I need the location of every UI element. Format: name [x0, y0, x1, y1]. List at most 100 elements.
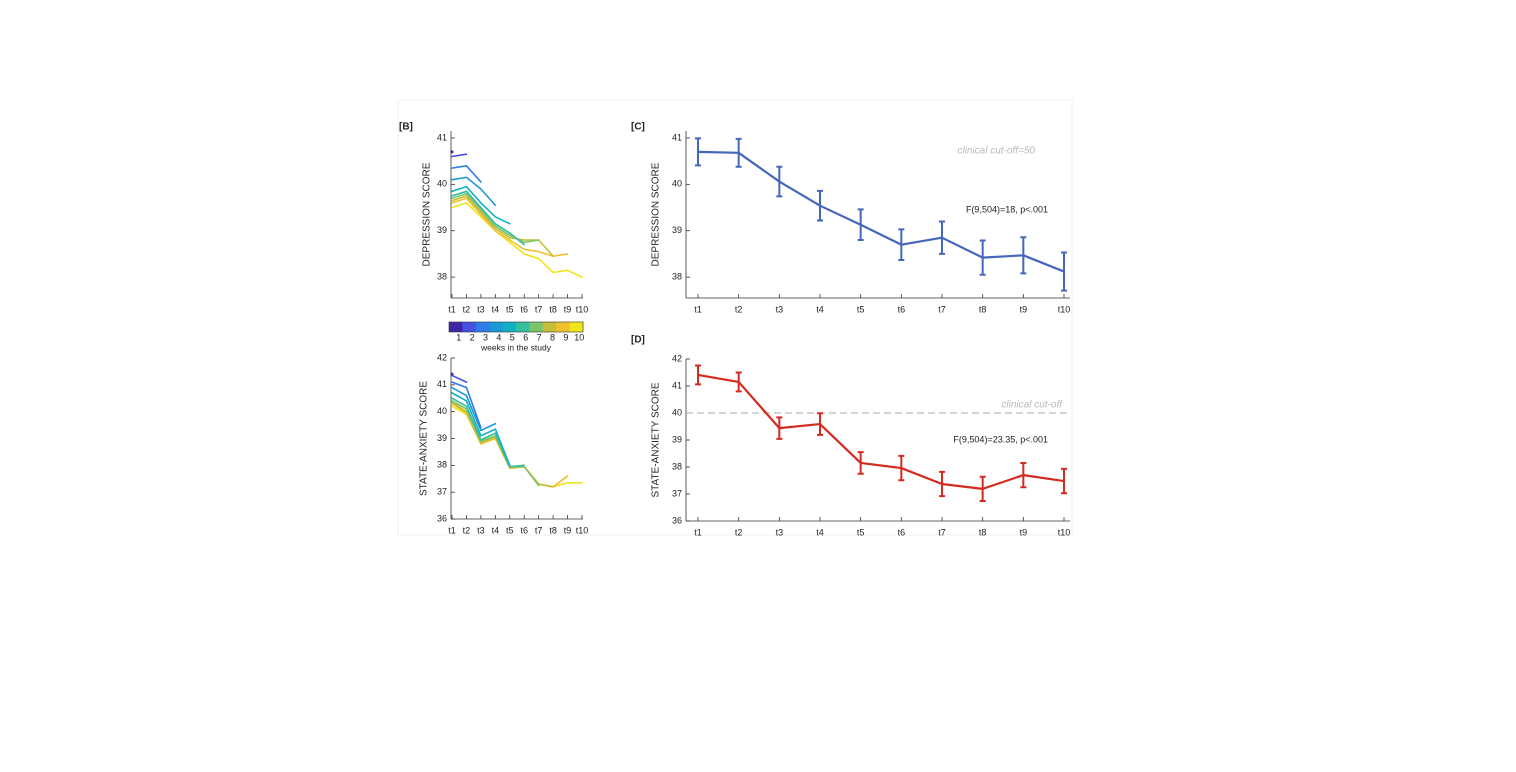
colorbar-frame [448, 321, 584, 333]
error-bar [817, 189, 823, 222]
error-bar [939, 220, 945, 255]
error-bar [817, 412, 823, 436]
error-bar [1020, 461, 1027, 489]
error-bar [939, 470, 945, 498]
colorbar-tick-label: 2 [470, 332, 475, 342]
x-tick-label: t4 [492, 525, 500, 535]
colorbar-swatch [542, 322, 557, 332]
x-tick-label: t6 [520, 304, 528, 314]
y-tick-label: 41 [437, 132, 447, 142]
series-line [451, 386, 497, 432]
error-bar [979, 239, 986, 276]
y-tick-label: 39 [672, 225, 682, 235]
colorbar-swatch [516, 322, 530, 332]
y-tick-label: 41 [672, 380, 682, 390]
x-tick-label: t2 [463, 304, 471, 314]
series-line [451, 400, 540, 487]
series-line [451, 192, 540, 244]
colorbar-tick-label: 5 [510, 332, 515, 342]
error-bar [898, 454, 905, 482]
series-line [451, 381, 482, 429]
series-line [697, 373, 1065, 490]
series-line [451, 374, 468, 383]
y-tick-label: 41 [672, 132, 682, 142]
y-tick-label: 40 [437, 179, 447, 189]
y-tick-label: 36 [672, 515, 682, 525]
x-tick-label: t3 [776, 304, 784, 314]
colorbar-tick-label: 1 [456, 332, 461, 342]
y-axis-label: STATE-ANXIETY SCORE [419, 381, 430, 496]
error-bar [735, 137, 742, 168]
y-tick-label: 39 [672, 434, 682, 444]
error-bar [1061, 251, 1067, 292]
y-axis-label: DEPRESSION SCORE [651, 162, 662, 266]
x-tick-label: t3 [776, 527, 784, 537]
x-tick-label: t5 [506, 525, 514, 535]
x-tick-label: t10 [576, 304, 589, 314]
colorbar-swatch [569, 322, 584, 332]
cutoff-label: clinical cut-off=50 [957, 146, 1035, 157]
error-bar [695, 137, 701, 167]
x-tick-label: t10 [576, 525, 589, 535]
error-bar [776, 165, 783, 198]
series-line [451, 153, 468, 158]
error-bar [857, 208, 864, 242]
x-tick-label: t2 [463, 525, 471, 535]
x-tick-label: t10 [1058, 304, 1071, 314]
error-bar [735, 371, 742, 393]
x-tick-label: t1 [694, 527, 702, 537]
colorbar-tick-label: 6 [523, 332, 528, 342]
x-tick-label: t3 [477, 525, 485, 535]
x-tick-label: t6 [898, 527, 906, 537]
colorbar-label: weeks in the study [480, 342, 552, 352]
colorbar-tick-label: 10 [574, 332, 584, 342]
x-tick-label: t1 [448, 525, 456, 535]
colorbar-tick-label: 9 [563, 332, 568, 342]
series-line [451, 164, 482, 183]
y-tick-label: 38 [437, 272, 447, 282]
x-tick-label: t4 [816, 527, 824, 537]
y-axis-label: DEPRESSION SCORE [422, 162, 433, 266]
x-tick-label: t6 [520, 525, 528, 535]
x-tick-label: t5 [857, 527, 865, 537]
x-tick-label: t1 [448, 304, 456, 314]
colorbar-swatch [529, 322, 544, 332]
colorbar-swatch [462, 322, 477, 332]
error-bar [695, 364, 701, 386]
x-tick-label: t6 [898, 304, 906, 314]
panel-label: [C] [631, 122, 645, 133]
error-bar [898, 228, 905, 261]
y-tick-label: 38 [672, 272, 682, 282]
error-bar [857, 451, 864, 475]
stat-label: F(9,504)=18, p<.001 [966, 204, 1048, 214]
colorbar-tick-label: 7 [537, 332, 542, 342]
colorbar-swatch [475, 322, 490, 332]
series-line [451, 401, 554, 488]
series-line [451, 195, 554, 258]
x-tick-label: t4 [492, 304, 500, 314]
y-tick-label: 37 [437, 487, 447, 497]
y-tick-label: 40 [437, 406, 447, 416]
x-tick-label: t8 [549, 304, 557, 314]
figure-border [397, 99, 1073, 536]
x-tick-label: t2 [735, 304, 743, 314]
x-tick-label: t7 [535, 525, 543, 535]
colorbar-swatch [556, 322, 571, 332]
x-tick-label: t9 [1020, 304, 1028, 314]
x-tick-label: t1 [694, 304, 702, 314]
x-tick-label: t4 [816, 304, 824, 314]
y-tick-label: 42 [437, 352, 447, 362]
y-tick-label: 40 [672, 407, 682, 417]
y-tick-label: 39 [437, 225, 447, 235]
x-tick-label: t9 [564, 304, 572, 314]
colorbar-tick-label: 3 [483, 332, 488, 342]
x-tick-label: t5 [506, 304, 514, 314]
x-tick-label: t5 [857, 304, 865, 314]
x-tick-label: t8 [549, 525, 557, 535]
series-line [451, 176, 497, 207]
series-line [451, 185, 511, 225]
y-tick-label: 42 [672, 353, 682, 363]
y-tick-label: 37 [672, 488, 682, 498]
